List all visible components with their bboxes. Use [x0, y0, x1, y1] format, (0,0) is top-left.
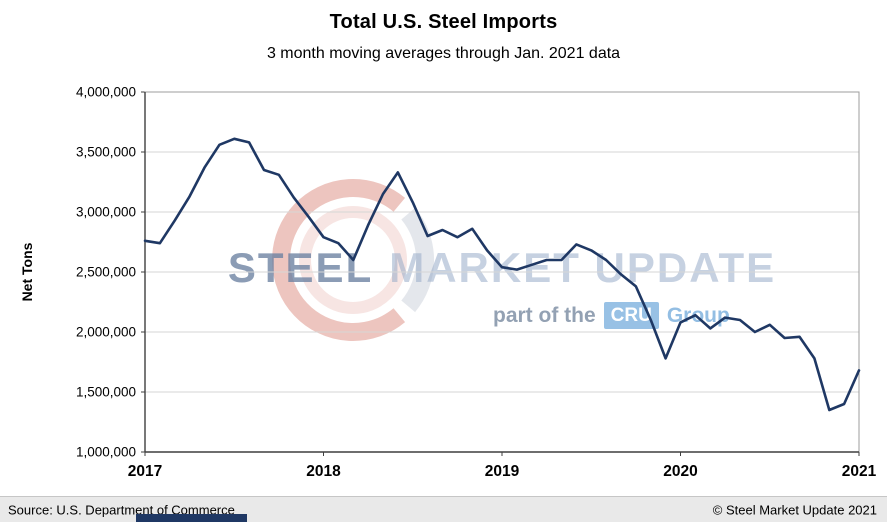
y-tick-label: 3,500,000: [76, 145, 136, 160]
y-tick-label: 1,500,000: [76, 385, 136, 400]
y-tick-label: 2,000,000: [76, 325, 136, 340]
page-subtitle: 3 month moving averages through Jan. 202…: [266, 45, 621, 62]
x-tick-label: 2019: [485, 463, 520, 480]
y-tick-label: 3,000,000: [76, 205, 136, 220]
page-title: Total U.S. Steel Imports: [329, 11, 558, 33]
x-tick-label: 2020: [663, 463, 697, 480]
footer-accent-bar: [136, 514, 247, 522]
y-tick-label: 2,500,000: [76, 265, 136, 280]
y-tick-label: 1,000,000: [76, 445, 136, 460]
x-tick-label: 2017: [128, 463, 162, 480]
x-tick-label: 2018: [306, 463, 341, 480]
footer-bar: Source: U.S. Department of Commerce © St…: [0, 496, 887, 522]
imports-line-chart: 1,000,000 1,500,000 2,000,000 2,500,000 3,00…: [76, 85, 877, 481]
y-tick-label: 4,000,000: [76, 85, 136, 100]
copyright-notice: © Steel Market Update 2021: [712, 502, 877, 517]
series-line: [143, 137, 861, 412]
source-credit: Source: U.S. Department of Commerce: [8, 502, 235, 517]
x-tick-label: 2021: [842, 463, 877, 480]
